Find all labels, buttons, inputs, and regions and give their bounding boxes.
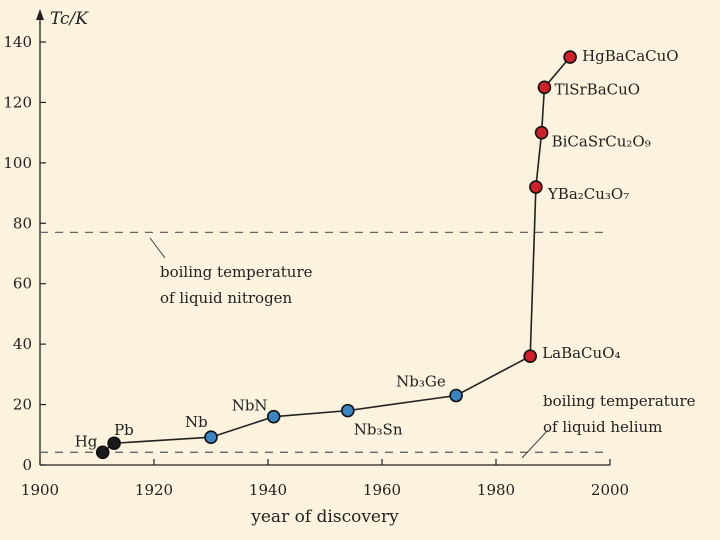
data-point-label: LaBaCuO₄ [542,344,620,362]
y-tick-label: 40 [13,335,32,353]
reference-lines: boiling temperature of liquid nitrogen boi… [40,231,696,459]
data-point-label: Hg [75,432,98,450]
data-point-label: BiCaSrCu₂O₉ [552,133,651,151]
y-tick-label: 100 [3,154,32,172]
point-labels: Hg Pb Nb NbN Nb₃Sn Nb₃Ge LaBaCuO₄ YBa₂Cu₃O₇ BiCa… [75,47,679,450]
reference-leader [149,237,166,259]
y-tick-label: 80 [13,214,32,232]
y-axis-arrow [36,9,44,20]
data-point-marker [449,388,463,403]
data-point-marker [537,80,552,95]
data-points [95,50,577,460]
reference-label: boiling temperature [160,263,313,281]
y-tick-label: 0 [22,456,32,474]
data-point-marker [563,50,577,64]
x-tick-label: 1980 [477,481,515,499]
data-point-marker [529,180,543,194]
data-point-marker [534,125,549,140]
reference-label: boiling temperature [543,392,696,410]
x-tick-label: 1920 [135,481,173,499]
x-tick-label: 1900 [21,481,59,499]
data-point-label: Pb [114,421,134,439]
y-tick-label: 120 [3,93,32,111]
reference-leader [521,429,549,459]
data-point-label: NbN [232,397,268,415]
data-point-label: Nb₃Ge [396,373,446,391]
data-point-marker [107,436,121,451]
data-point-marker [266,409,281,424]
data-point-marker [523,349,538,364]
data-point-label: HgBaCaCuO [582,47,679,65]
data-point-label: YBa₂Cu₃O₇ [547,185,629,203]
y-axis-title: Tc/K [50,9,89,29]
data-point-label: Nb₃Sn [354,421,403,439]
data-point-label: TlSrBaCuO [554,80,640,98]
y-tick-label: 140 [3,33,32,51]
axes: 1900 1920 1940 1960 1980 2000 0 20 40 60 80 100 120 1… [3,9,629,527]
reference-label: of liquid nitrogen [160,289,293,307]
data-point-marker [340,403,355,418]
y-tick-label: 60 [13,275,32,293]
x-tick-label: 1960 [363,481,401,499]
x-tick-label: 2000 [591,481,629,499]
data-point-label: Nb [185,413,208,431]
series-polyline [102,56,571,453]
series-line [102,56,571,453]
reference-label: of liquid helium [543,418,662,436]
x-axis-title: year of discovery [250,507,399,527]
data-point-marker [204,430,218,445]
y-tick-label: 20 [13,396,32,414]
data-point-marker [95,445,110,460]
x-tick-label: 1940 [249,481,287,499]
